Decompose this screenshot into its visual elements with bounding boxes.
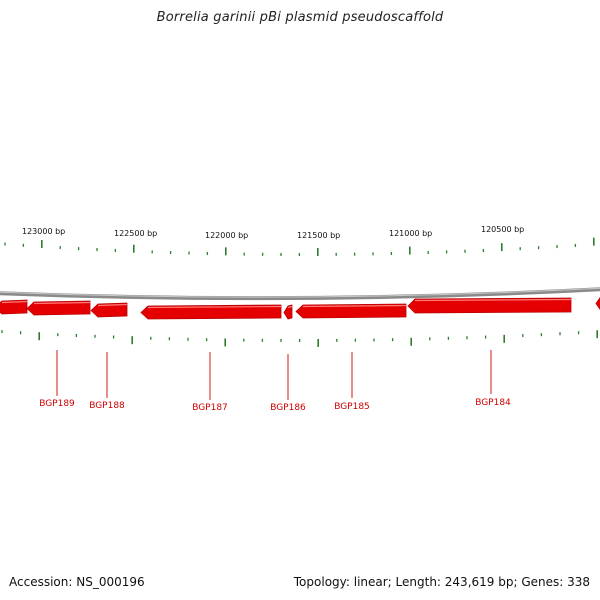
gene-highlight <box>287 305 293 309</box>
gene-label-bgp185: BGP185 <box>334 402 370 412</box>
gene-highlight <box>302 304 407 308</box>
gene-label-group: BGP189 BGP188 BGP187 BGP186 BGP185 BGP184 <box>39 350 511 413</box>
gene-arrow-bgp186[interactable] <box>283 304 293 320</box>
gene-label-bgp189: BGP189 <box>39 399 75 409</box>
bp-label: 121000 bp <box>389 229 432 238</box>
gene-arrow[interactable] <box>595 296 600 310</box>
map-title: Borrelia garinii pBi plasmid pseudoscaff… <box>156 10 444 25</box>
gene-arrow[interactable] <box>0 299 28 315</box>
gene-label-bgp184: BGP184 <box>475 398 511 408</box>
gene-highlight <box>147 305 282 309</box>
bp-label: 120500 bp <box>481 225 524 234</box>
inner-tick-ring <box>1 330 599 347</box>
plasmid-backbone-highlight <box>0 287 600 298</box>
accession-text: Accession: NS_000196 <box>9 575 145 589</box>
gene-highlight <box>1 300 28 304</box>
plasmid-backbone <box>0 287 600 301</box>
gene-label-bgp187: BGP187 <box>192 403 228 413</box>
gene-highlight <box>414 298 572 302</box>
bp-label: 123000 bp <box>22 227 65 236</box>
gene-label-bgp186: BGP186 <box>270 403 306 413</box>
gene-arrow-bgp187[interactable] <box>140 304 282 320</box>
gene-arrow-bgp189[interactable] <box>26 300 91 316</box>
outer-tick-ring <box>4 237 595 256</box>
bp-label: 122500 bp <box>114 229 157 238</box>
bp-label-group: 123000 bp 122500 bp 122000 bp 121500 bp 1210… <box>22 225 524 240</box>
gene-track <box>0 296 600 320</box>
gene-arrow-bgp185[interactable] <box>295 303 407 319</box>
bp-label: 122000 bp <box>205 231 248 240</box>
gene-label-bgp188: BGP188 <box>89 401 125 411</box>
gene-arrow-bgp188[interactable] <box>90 302 128 318</box>
bp-label: 121500 bp <box>297 231 340 240</box>
gene-arrow-bgp184[interactable] <box>407 297 572 314</box>
summary-text: Topology: linear; Length: 243,619 bp; Ge… <box>293 575 590 589</box>
gene-highlight <box>33 301 91 305</box>
gene-highlight <box>97 303 128 307</box>
